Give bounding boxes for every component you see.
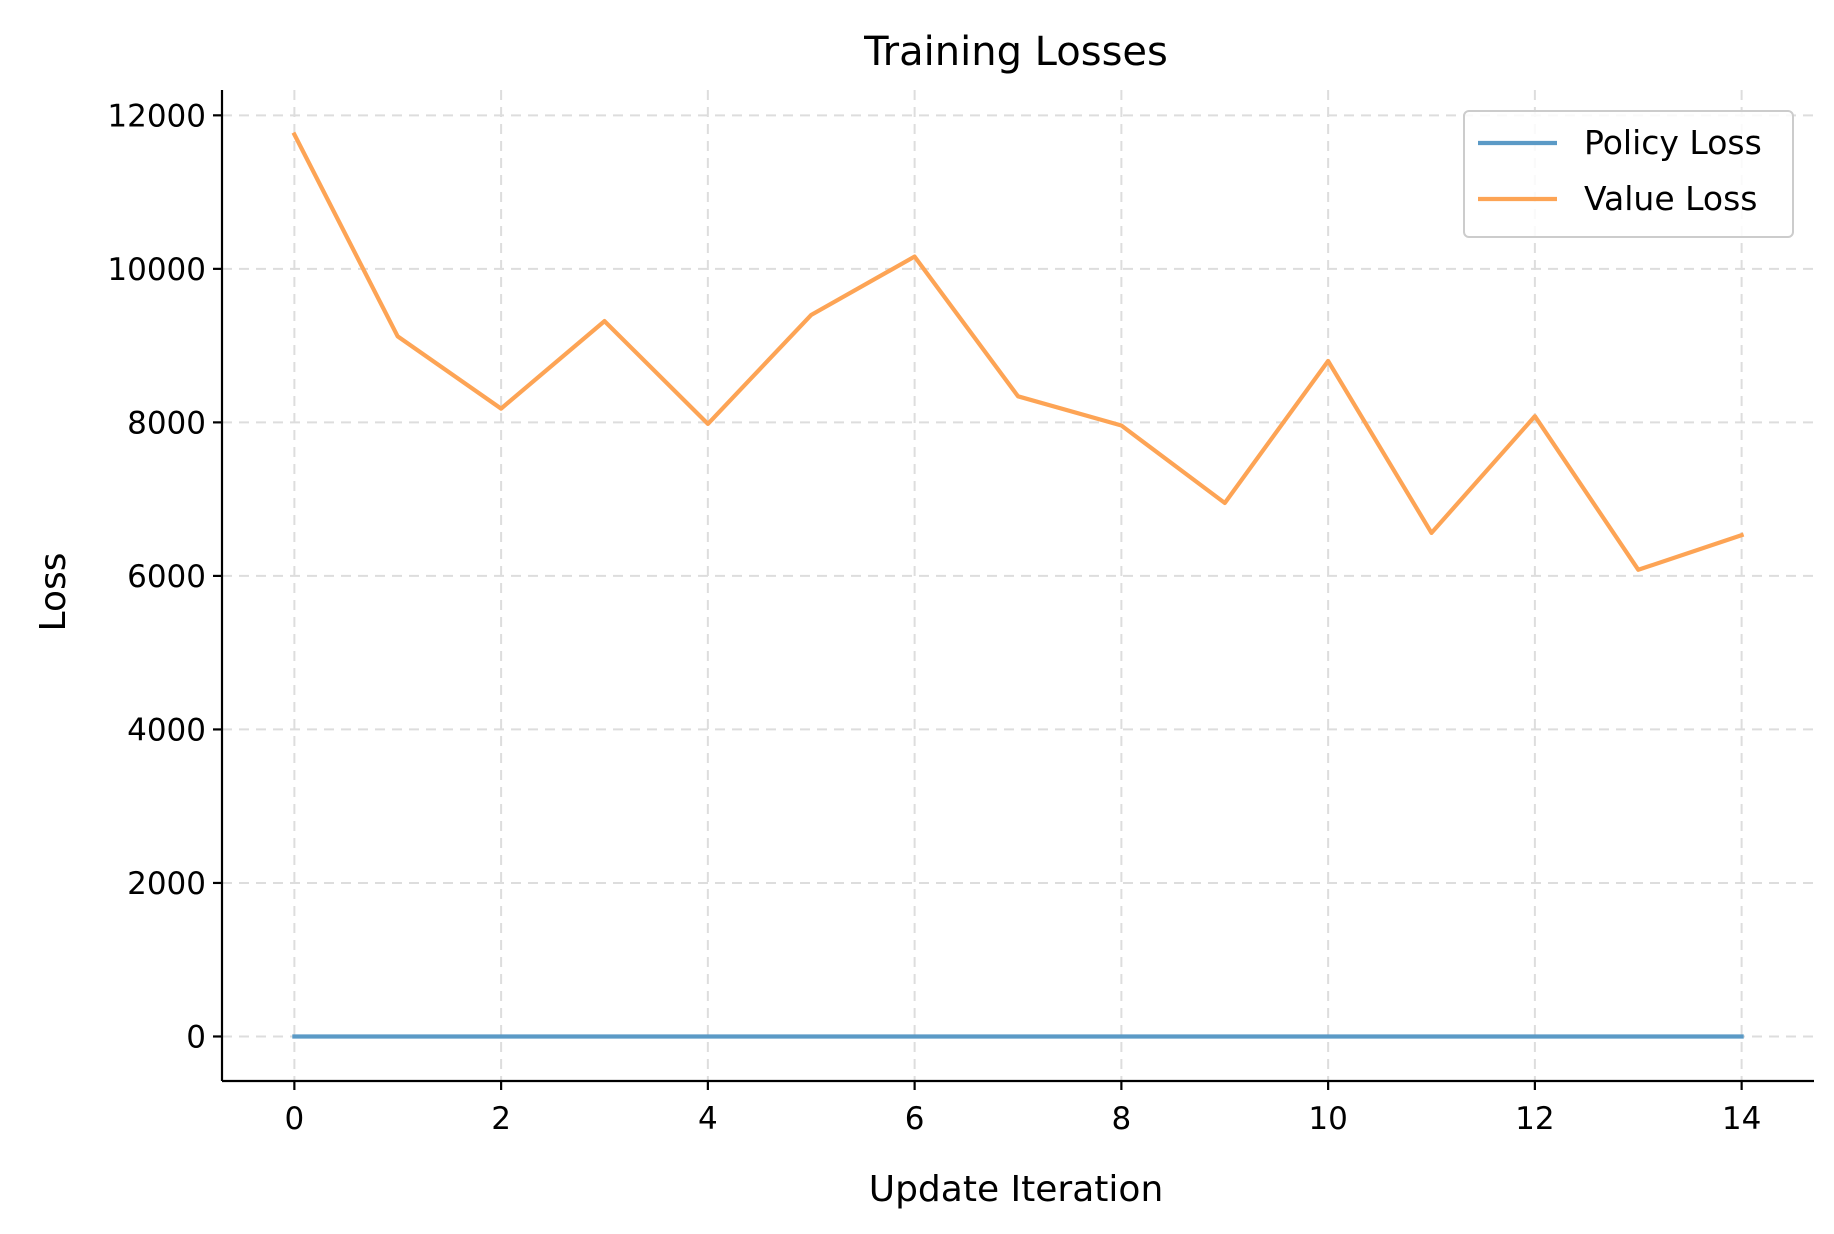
y-tick-label: 4000 — [127, 712, 206, 748]
series-lines — [291, 131, 1745, 1039]
x-tick-label: 2 — [491, 1101, 511, 1137]
y-tick-label: 8000 — [127, 405, 206, 441]
y-axis-label: Loss — [33, 553, 74, 632]
x-tick-label: 6 — [905, 1101, 925, 1137]
y-tick-label: 0 — [186, 1019, 206, 1055]
x-axis-label: Update Iteration — [869, 1169, 1164, 1210]
y-tick-label: 2000 — [127, 866, 206, 902]
x-tick-label: 10 — [1308, 1101, 1347, 1137]
y-tick-label: 12000 — [107, 98, 206, 134]
legend-label-value-loss: Value Loss — [1584, 179, 1758, 218]
x-tick-label: 0 — [284, 1101, 304, 1137]
legend-label-policy-loss: Policy Loss — [1584, 123, 1762, 162]
y-tick-label: 6000 — [127, 559, 206, 595]
value-loss-line — [291, 131, 1745, 572]
x-tick-label: 4 — [698, 1101, 718, 1137]
legend: Policy Loss Value Loss — [1463, 110, 1794, 238]
x-tick-label: 14 — [1722, 1101, 1761, 1137]
y-tick-label: 10000 — [107, 252, 206, 288]
chart-title: Training Losses — [863, 29, 1168, 75]
axes: 0 2 4 6 8 10 12 14 0 2000 4000 6000 8000 10000 12000 — [107, 90, 1814, 1137]
x-tick-label: 12 — [1515, 1101, 1554, 1137]
x-tick-label: 8 — [1112, 1101, 1132, 1137]
